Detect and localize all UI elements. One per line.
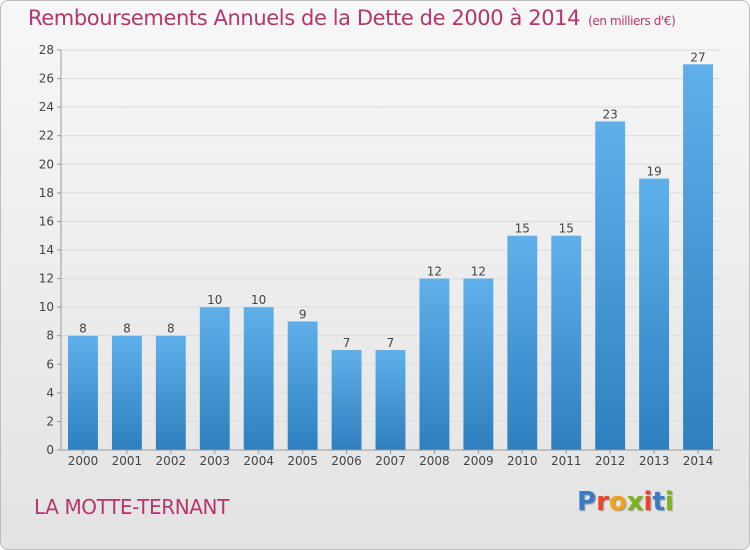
bar	[419, 278, 450, 450]
y-tick-label: 24	[39, 100, 54, 114]
data-label: 8	[79, 322, 87, 336]
place-name: LA MOTTE-TERNANT	[34, 495, 229, 519]
y-tick-label: 10	[39, 300, 54, 314]
bar	[463, 278, 494, 450]
data-label: 9	[299, 307, 307, 321]
logo-letter: i	[643, 487, 653, 517]
bar	[331, 350, 362, 450]
logo-letter: P	[577, 487, 597, 517]
bar	[243, 307, 274, 450]
title-text: Remboursements Annuels de la Dette de 20…	[28, 6, 581, 30]
x-tick-label: 2005	[287, 454, 318, 468]
data-label: 23	[603, 107, 618, 121]
y-tick-label: 16	[39, 214, 54, 228]
logo-letter: i	[664, 487, 674, 517]
logo-letter: x	[626, 487, 644, 517]
x-tick-label: 2004	[243, 454, 274, 468]
x-tick-label: 2011	[551, 454, 582, 468]
y-tick-label: 0	[46, 443, 54, 457]
logo-letter: o	[608, 487, 627, 517]
y-tick-label: 26	[39, 72, 54, 86]
chart-title: Remboursements Annuels de la Dette de 20…	[28, 6, 676, 30]
x-tick-label: 2002	[156, 454, 187, 468]
y-tick-label: 4	[46, 386, 54, 400]
x-tick-label: 2003	[199, 454, 230, 468]
logo-letter: t	[652, 487, 665, 517]
bar	[683, 64, 713, 451]
proxiti-logo: Proxiti	[577, 487, 674, 517]
x-tick-label: 2013	[639, 454, 670, 468]
bar	[639, 178, 670, 451]
x-tick-label: 2014	[683, 454, 714, 468]
bar	[199, 307, 230, 450]
bar	[551, 235, 582, 450]
data-label: 10	[207, 293, 222, 307]
data-label: 8	[123, 322, 131, 336]
x-tick-label: 2006	[331, 454, 362, 468]
x-tick-label: 2001	[112, 454, 143, 468]
data-label: 12	[471, 265, 486, 279]
x-tick-label: 2012	[595, 454, 626, 468]
chart-subtitle: (en milliers d'€)	[588, 14, 676, 28]
y-tick-label: 6	[46, 357, 54, 371]
y-tick-label: 18	[39, 186, 54, 200]
y-tick-label: 22	[39, 129, 54, 143]
data-label: 27	[690, 50, 705, 64]
bar	[375, 350, 406, 450]
bar	[111, 335, 142, 450]
data-label: 15	[559, 222, 574, 236]
bar	[68, 335, 98, 450]
data-label: 8	[167, 322, 175, 336]
data-label: 12	[427, 265, 442, 279]
x-tick-label: 2007	[375, 454, 406, 468]
x-tick-label: 2010	[507, 454, 538, 468]
y-tick-label: 20	[39, 157, 54, 171]
bar	[155, 335, 186, 450]
data-label: 15	[515, 222, 530, 236]
x-tick-label: 2009	[463, 454, 494, 468]
y-tick-label: 14	[39, 243, 54, 257]
y-tick-label: 12	[39, 272, 54, 286]
x-tick-label: 2000	[68, 454, 99, 468]
y-tick-label: 8	[46, 329, 54, 343]
bar	[595, 121, 626, 450]
logo-letter: r	[596, 487, 609, 517]
bar	[287, 321, 318, 450]
data-label: 19	[646, 165, 661, 179]
x-tick-label: 2008	[419, 454, 450, 468]
y-tick-label: 28	[39, 43, 54, 57]
data-label: 7	[387, 336, 395, 350]
data-label: 7	[343, 336, 351, 350]
y-tick-label: 2	[46, 414, 54, 428]
bar	[507, 235, 538, 450]
data-label: 10	[251, 293, 266, 307]
